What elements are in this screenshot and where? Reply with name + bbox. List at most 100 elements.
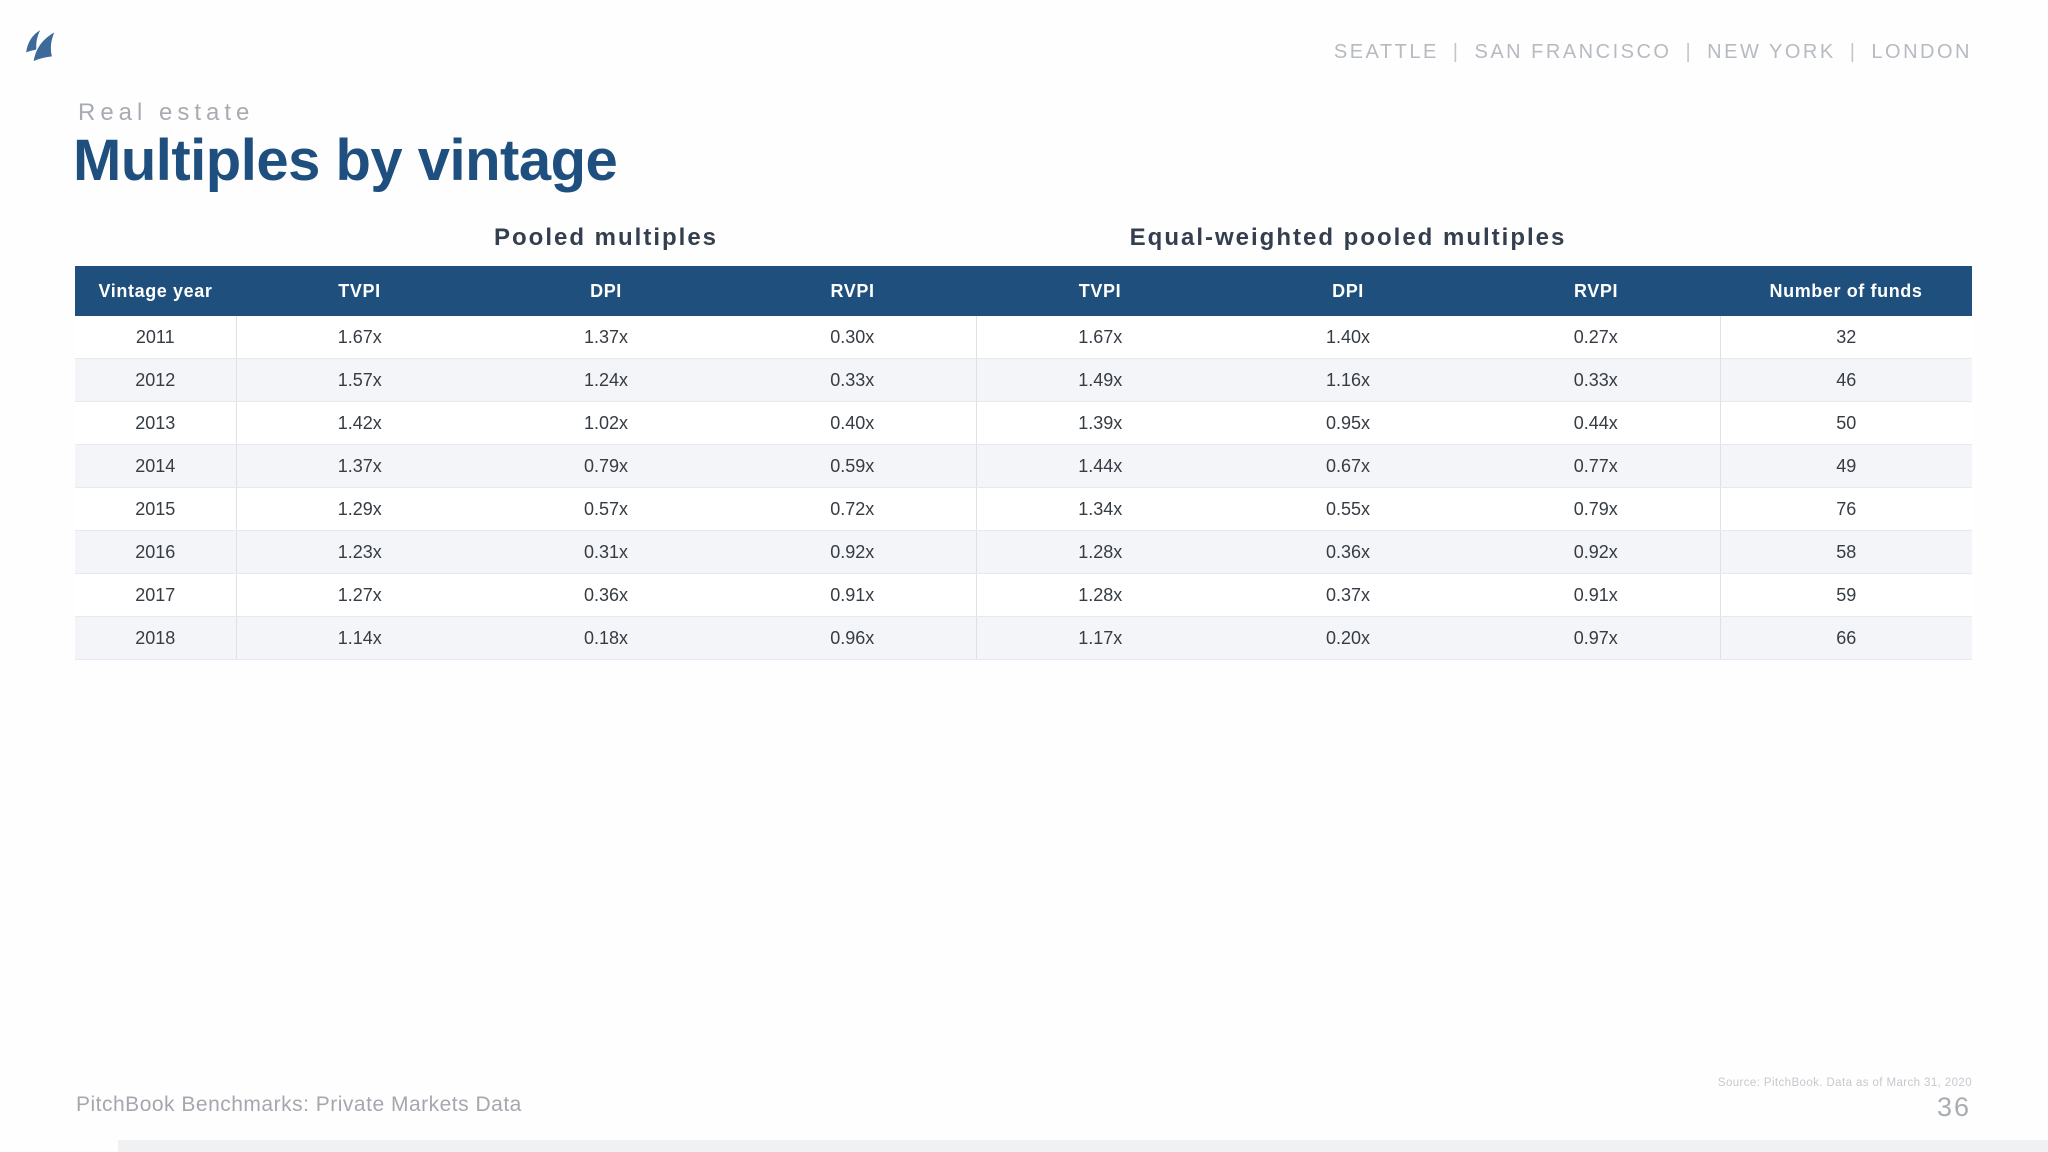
value-cell: 1.39x [975, 401, 1224, 445]
office-locations: SEATTLE | SAN FRANCISCO | NEW YORK | LONDON [1334, 41, 1972, 64]
value-cell: 59 [1719, 573, 1972, 617]
column-header-tvpi-1: TVPI [236, 266, 483, 316]
value-cell: 0.40x [729, 401, 976, 445]
group-heading-pooled: Pooled multiples [493, 224, 719, 251]
value-cell: 1.42x [235, 401, 483, 445]
value-cell: 76 [1719, 487, 1972, 531]
value-cell: 0.91x [1472, 573, 1720, 617]
table-row: 2017 1.27x 0.36x 0.91x 1.28x 0.37x 0.91x 59 [75, 573, 1972, 617]
table-row: 2014 1.37x 0.79x 0.59x 1.44x 0.67x 0.77x 49 [75, 444, 1972, 488]
value-cell: 1.28x [975, 573, 1224, 617]
value-cell: 0.91x [729, 573, 976, 617]
vintage-year-cell: 2014 [75, 444, 236, 488]
value-cell: 1.37x [483, 316, 729, 359]
multiples-by-vintage-table: Vintage year TVPI DPI RVPI TVPI DPI RVPI Number… [75, 266, 1972, 660]
table-row: 2013 1.42x 1.02x 0.40x 1.39x 0.95x 0.44x 50 [75, 401, 1972, 445]
value-cell: 0.18x [483, 616, 729, 660]
column-header-number-of-funds-7: Number of funds [1720, 266, 1972, 316]
value-cell: 58 [1719, 530, 1972, 574]
city-label: NEW YORK [1707, 41, 1836, 63]
value-cell: 1.16x [1224, 358, 1472, 402]
city-separator: | [1685, 41, 1694, 63]
value-cell: 66 [1719, 616, 1972, 660]
city-label: LONDON [1871, 41, 1972, 63]
value-cell: 0.96x [729, 616, 976, 660]
value-cell: 50 [1719, 401, 1972, 445]
value-cell: 0.33x [1472, 358, 1720, 402]
value-cell: 0.79x [1472, 487, 1720, 531]
column-header-rvpi-6: RVPI [1472, 266, 1720, 316]
vintage-year-cell: 2018 [75, 616, 236, 660]
vintage-year-cell: 2013 [75, 401, 236, 445]
value-cell: 1.27x [235, 573, 483, 617]
value-cell: 1.40x [1224, 316, 1472, 359]
value-cell: 0.55x [1224, 487, 1472, 531]
value-cell: 0.36x [1224, 530, 1472, 574]
vintage-year-cell: 2016 [75, 530, 236, 574]
value-cell: 1.67x [235, 316, 483, 359]
value-cell: 46 [1719, 358, 1972, 402]
value-cell: 32 [1719, 316, 1972, 359]
table-row: 2012 1.57x 1.24x 0.33x 1.49x 1.16x 0.33x 46 [75, 358, 1972, 402]
pitchbook-logo-icon [26, 29, 58, 64]
value-cell: 0.57x [483, 487, 729, 531]
value-cell: 1.29x [235, 487, 483, 531]
value-cell: 1.49x [975, 358, 1224, 402]
table-header-row: Vintage year TVPI DPI RVPI TVPI DPI RVPI Number… [75, 266, 1972, 316]
group-heading-equal-weighted: Equal-weighted pooled multiples [1129, 224, 1567, 251]
value-cell: 1.44x [975, 444, 1224, 488]
column-header-vintage-year-0: Vintage year [75, 266, 236, 316]
value-cell: 0.33x [729, 358, 976, 402]
value-cell: 1.23x [235, 530, 483, 574]
value-cell: 0.92x [729, 530, 976, 574]
value-cell: 1.57x [235, 358, 483, 402]
value-cell: 0.92x [1472, 530, 1720, 574]
value-cell: 1.24x [483, 358, 729, 402]
source-note: Source: PitchBook. Data as of March 31, … [1717, 1077, 1972, 1089]
value-cell: 1.02x [483, 401, 729, 445]
value-cell: 0.36x [483, 573, 729, 617]
table-body: 2011 1.67x 1.37x 0.30x 1.67x 1.40x 0.27x 32 2012… [75, 316, 1972, 660]
value-cell: 0.20x [1224, 616, 1472, 660]
value-cell: 1.34x [975, 487, 1224, 531]
table-row: 2015 1.29x 0.57x 0.72x 1.34x 0.55x 0.79x 76 [75, 487, 1972, 531]
value-cell: 0.59x [729, 444, 976, 488]
value-cell: 1.37x [235, 444, 483, 488]
value-cell: 49 [1719, 444, 1972, 488]
value-cell: 0.27x [1472, 316, 1720, 359]
value-cell: 1.17x [975, 616, 1224, 660]
value-cell: 0.31x [483, 530, 729, 574]
value-cell: 0.67x [1224, 444, 1472, 488]
column-header-dpi-5: DPI [1224, 266, 1472, 316]
vintage-year-cell: 2017 [75, 573, 236, 617]
value-cell: 0.97x [1472, 616, 1720, 660]
value-cell: 1.67x [975, 316, 1224, 359]
value-cell: 0.37x [1224, 573, 1472, 617]
table-row: 2016 1.23x 0.31x 0.92x 1.28x 0.36x 0.92x 58 [75, 530, 1972, 574]
city-label: SAN FRANCISCO [1474, 41, 1672, 63]
column-header-rvpi-3: RVPI [729, 266, 976, 316]
page-number: 36 [1936, 1092, 1971, 1122]
value-cell: 1.28x [975, 530, 1224, 574]
column-header-dpi-2: DPI [483, 266, 729, 316]
vintage-year-cell: 2015 [75, 487, 236, 531]
vintage-year-cell: 2011 [75, 316, 236, 359]
vintage-year-cell: 2012 [75, 358, 236, 402]
city-label: SEATTLE [1333, 41, 1439, 63]
footer-title: PitchBook Benchmarks: Private Markets Da… [76, 1093, 522, 1116]
section-label: Real estate [78, 99, 255, 126]
value-cell: 0.95x [1224, 401, 1472, 445]
value-cell: 0.30x [729, 316, 976, 359]
city-separator: | [1452, 41, 1461, 63]
value-cell: 0.72x [729, 487, 976, 531]
bottom-edge-strip [118, 1140, 2048, 1152]
page-title: Multiples by vintage [73, 128, 618, 193]
value-cell: 0.79x [483, 444, 729, 488]
city-separator: | [1849, 41, 1858, 63]
table-row: 2011 1.67x 1.37x 0.30x 1.67x 1.40x 0.27x 32 [75, 316, 1972, 359]
table-row: 2018 1.14x 0.18x 0.96x 1.17x 0.20x 0.97x 66 [75, 616, 1972, 660]
value-cell: 0.77x [1472, 444, 1720, 488]
value-cell: 0.44x [1472, 401, 1720, 445]
value-cell: 1.14x [235, 616, 483, 660]
